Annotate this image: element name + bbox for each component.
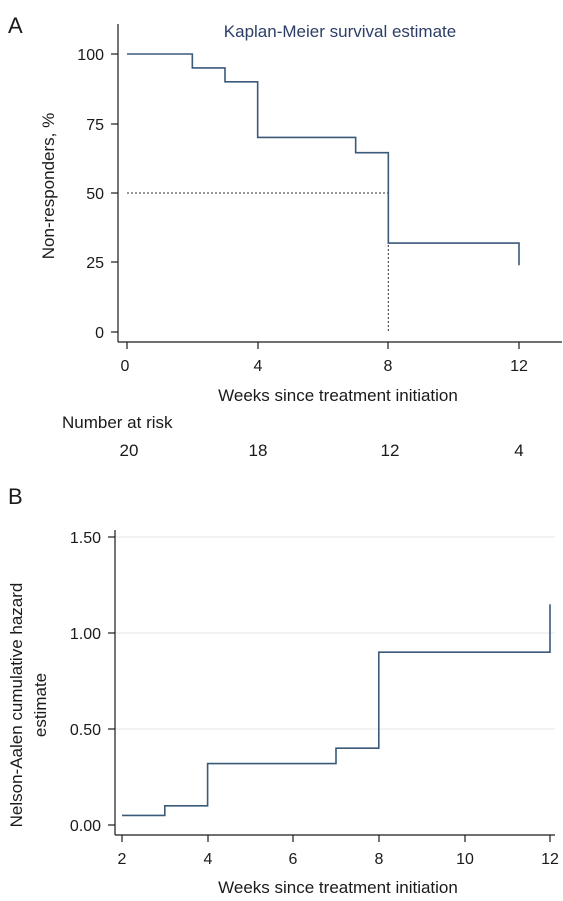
panel-a-y-axis-title: Non-responders, % bbox=[39, 113, 58, 259]
panel-b-ytick-label: 0.00 bbox=[70, 818, 101, 835]
panel-a-xtick-label: 12 bbox=[510, 358, 528, 375]
panel-b: B 0.00 0.50 1.00 1.50 2 4 6 8 10 12 Week… bbox=[7, 484, 559, 897]
panel-b-xtick-label: 2 bbox=[118, 851, 127, 868]
panel-b-xtick-label: 10 bbox=[456, 851, 474, 868]
panel-b-x-axis-title: Weeks since treatment initiation bbox=[218, 878, 458, 897]
panel-a-xtick-label: 0 bbox=[121, 358, 130, 375]
median-survival-reference-line bbox=[127, 192, 389, 332]
risk-table-value: 4 bbox=[514, 441, 523, 460]
panel-b-y-axis-title-line-2: estimate bbox=[31, 673, 50, 737]
panel-b-label: B bbox=[8, 484, 23, 509]
panel-b-xtick-label: 6 bbox=[289, 851, 298, 868]
panel-b-y-axis-title-line-1: Nelson-Aalen cumulative hazard bbox=[7, 583, 26, 828]
risk-table-title: Number at risk bbox=[62, 413, 173, 432]
panel-a-label: A bbox=[8, 13, 23, 38]
panel-b-xtick-label: 4 bbox=[204, 851, 213, 868]
panel-b-xtick-label: 12 bbox=[541, 851, 559, 868]
panel-a-ytick-label: 100 bbox=[77, 47, 104, 64]
panel-b-xtick-label: 8 bbox=[375, 851, 384, 868]
risk-table-value: 20 bbox=[120, 441, 139, 460]
risk-table-value: 12 bbox=[381, 441, 400, 460]
panel-a-ytick-label: 75 bbox=[86, 117, 104, 134]
nelson-aalen-curve bbox=[122, 604, 551, 817]
panel-a-xtick-label: 8 bbox=[384, 358, 393, 375]
panel-b-ytick-label: 0.50 bbox=[70, 722, 101, 739]
kaplan-meier-curve bbox=[127, 53, 520, 266]
panel-a-ytick-label: 50 bbox=[86, 186, 104, 203]
panel-a-ytick-label: 25 bbox=[86, 255, 104, 272]
panel-a-x-axis-title: Weeks since treatment initiation bbox=[218, 386, 458, 405]
panel-a: A Kaplan-Meier survival estimate 0 25 50… bbox=[8, 13, 562, 460]
panel-a-ytick-label: 0 bbox=[95, 325, 104, 342]
risk-table-value: 18 bbox=[249, 441, 268, 460]
panel-b-ytick-label: 1.50 bbox=[70, 530, 101, 547]
panel-a-xtick-label: 4 bbox=[254, 358, 263, 375]
panel-a-title: Kaplan-Meier survival estimate bbox=[224, 22, 456, 41]
panel-b-ytick-label: 1.00 bbox=[70, 626, 101, 643]
